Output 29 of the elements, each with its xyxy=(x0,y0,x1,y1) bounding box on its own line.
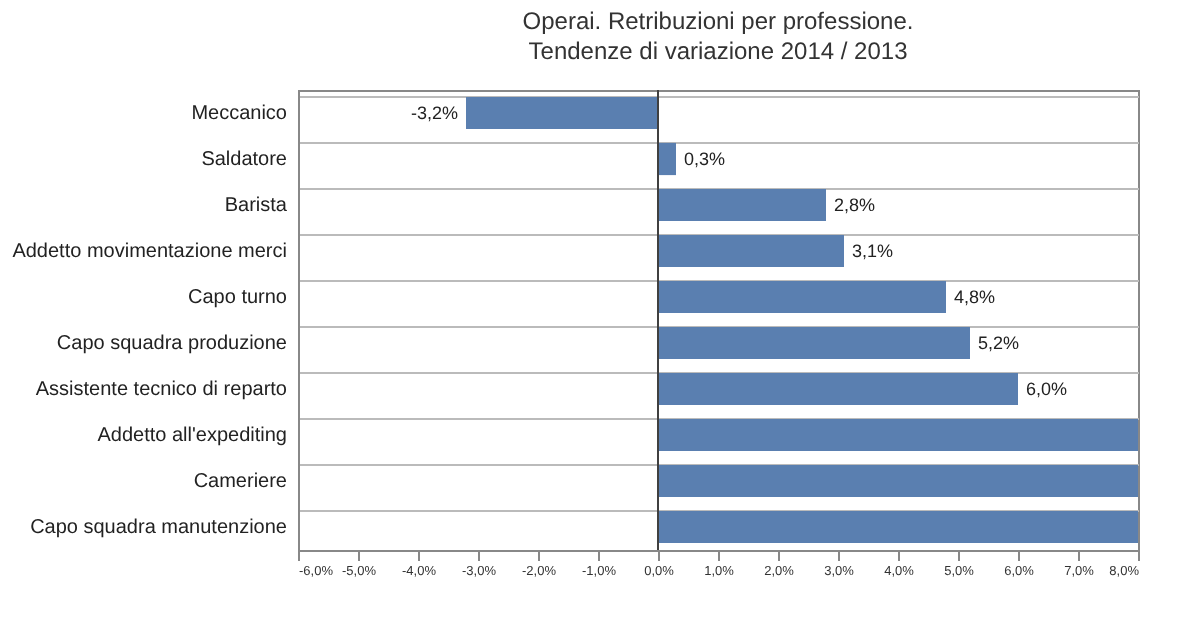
y-tick-label: Saldatore xyxy=(201,149,288,171)
bar xyxy=(658,142,676,176)
y-tick-label: Assistente tecnico di reparto xyxy=(35,379,288,401)
y-tick-label: Addetto movimentazione merci xyxy=(12,241,287,263)
bar xyxy=(658,326,970,360)
data-label: 2,8% xyxy=(834,195,876,215)
y-tick-label: Capo squadra produzione xyxy=(56,333,288,355)
y-tick-label: Meccanico xyxy=(191,103,288,125)
y-tick-label: Capo turno xyxy=(188,287,288,309)
chart-title: Operai. Retribuzioni per professione. xyxy=(522,7,914,35)
data-label: 0,3% xyxy=(684,149,726,169)
bar xyxy=(466,96,658,130)
bar xyxy=(658,464,1138,498)
y-tick-label: Cameriere xyxy=(193,471,288,493)
y-tick-label: Capo squadra manutenzione xyxy=(30,517,288,539)
bar xyxy=(658,372,1018,406)
data-label: 4,8% xyxy=(954,287,996,307)
data-label: 5,2% xyxy=(978,333,1020,353)
bar xyxy=(658,510,1138,544)
bar xyxy=(658,234,844,268)
data-label: 6,0% xyxy=(1026,379,1068,399)
y-tick-label: Addetto all'expediting xyxy=(97,425,287,447)
bar xyxy=(658,418,1138,452)
y-tick-label: Barista xyxy=(224,195,288,217)
bar xyxy=(658,188,826,222)
data-label: 3,1% xyxy=(852,241,894,261)
chart-subtitle: Tendenze di variazione 2014 / 2013 xyxy=(528,37,909,65)
data-label: -3,2% xyxy=(410,103,458,123)
bar xyxy=(658,280,946,314)
